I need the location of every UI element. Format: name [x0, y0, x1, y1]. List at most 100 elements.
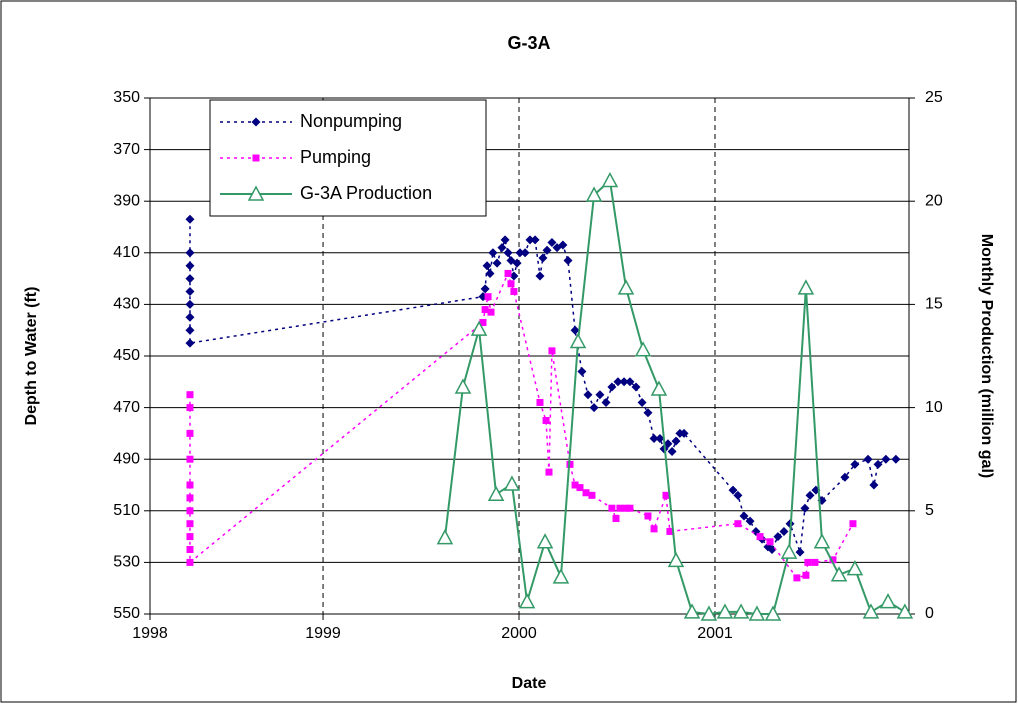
point: [186, 404, 194, 412]
point: [891, 454, 901, 464]
point: [644, 512, 652, 520]
point: [186, 533, 194, 541]
point: [650, 380, 668, 396]
point: [840, 472, 850, 482]
point: [805, 490, 815, 500]
point: [881, 454, 891, 464]
point: [588, 491, 596, 499]
point: [515, 248, 525, 258]
point: [547, 237, 557, 247]
point: [850, 459, 860, 469]
point: [631, 382, 641, 392]
point: [811, 558, 819, 566]
point: [671, 436, 681, 446]
point: [538, 253, 548, 263]
point: [612, 515, 620, 523]
point: [525, 235, 535, 245]
point: [185, 261, 195, 271]
legend-label: Pumping: [300, 147, 371, 167]
y-tick-label: 410: [113, 244, 140, 261]
point: [186, 481, 194, 489]
point: [795, 547, 805, 557]
point: [481, 306, 489, 314]
point: [863, 454, 873, 464]
legend-marker: [252, 154, 260, 162]
point: [552, 568, 570, 584]
y-tick-label: 350: [113, 89, 140, 106]
point: [571, 481, 579, 489]
y2-tick-label: 5: [925, 502, 934, 519]
point: [500, 235, 510, 245]
point: [185, 287, 195, 296]
point: [728, 485, 738, 495]
point: [716, 603, 734, 619]
point: [570, 325, 580, 335]
point: [745, 516, 755, 526]
x-tick-label: 2001: [697, 625, 733, 642]
point: [733, 490, 743, 500]
point: [484, 293, 492, 301]
point: [663, 439, 673, 449]
point: [576, 484, 584, 492]
point: [563, 256, 573, 266]
point: [780, 543, 798, 559]
point: [542, 417, 550, 424]
point: [487, 308, 495, 316]
point: [873, 459, 883, 469]
point: [601, 397, 611, 407]
point: [608, 504, 616, 512]
point: [683, 603, 701, 619]
point: [650, 525, 658, 533]
y-tick-label: 370: [113, 141, 140, 158]
y-axis-label: Depth to Water (ft): [23, 287, 40, 426]
point: [185, 312, 195, 322]
point: [849, 520, 857, 528]
point: [536, 398, 544, 406]
point: [506, 256, 516, 266]
point: [548, 347, 556, 355]
y2-axis-label: Monthly Production (million gal): [978, 234, 995, 478]
point: [479, 318, 487, 326]
point: [619, 377, 629, 387]
point: [482, 261, 492, 271]
point: [186, 391, 194, 399]
point: [535, 271, 545, 281]
point: [879, 593, 897, 609]
point: [186, 507, 194, 515]
point: [830, 566, 848, 582]
point: [756, 533, 764, 541]
legend-label: Nonpumping: [300, 111, 402, 131]
point: [487, 485, 505, 502]
point: [185, 214, 195, 224]
point: [504, 269, 512, 277]
point: [700, 605, 718, 621]
point: [804, 558, 812, 566]
point: [793, 574, 801, 582]
point: [667, 446, 677, 456]
point: [480, 284, 490, 294]
point: [800, 503, 810, 513]
x-tick-label: 1998: [132, 625, 168, 642]
plot-area: [149, 97, 910, 615]
point: [869, 480, 879, 490]
point: [589, 403, 599, 413]
point: [616, 504, 624, 512]
y2-tick-label: 0: [925, 605, 934, 622]
point: [637, 397, 647, 407]
point: [679, 428, 689, 438]
point: [626, 504, 634, 512]
point: [503, 248, 513, 258]
point: [185, 274, 195, 284]
series-line: [189, 219, 896, 553]
point: [613, 377, 623, 387]
point: [896, 603, 914, 619]
point: [542, 245, 552, 255]
point: [507, 280, 515, 288]
point: [773, 532, 783, 542]
point: [625, 377, 635, 387]
point: [185, 338, 195, 348]
point: [739, 511, 749, 521]
point: [509, 271, 519, 281]
